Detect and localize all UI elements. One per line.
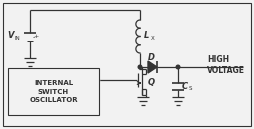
Text: D: D — [148, 54, 155, 62]
Text: V: V — [7, 31, 13, 41]
Text: INTERNAL
SWITCH
OSCILLATOR: INTERNAL SWITCH OSCILLATOR — [29, 80, 78, 103]
Text: HIGH
VOLTAGE: HIGH VOLTAGE — [207, 55, 245, 75]
Circle shape — [176, 65, 180, 69]
Text: Q: Q — [148, 79, 155, 87]
Circle shape — [138, 65, 142, 69]
Text: S: S — [188, 87, 192, 91]
Bar — [8, 68, 99, 115]
Polygon shape — [148, 61, 157, 73]
Text: -: - — [33, 34, 36, 40]
Text: +: + — [33, 34, 38, 39]
Text: X: X — [151, 36, 155, 41]
Text: C: C — [182, 82, 188, 91]
Text: IN: IN — [14, 36, 20, 41]
Text: L: L — [144, 31, 149, 40]
